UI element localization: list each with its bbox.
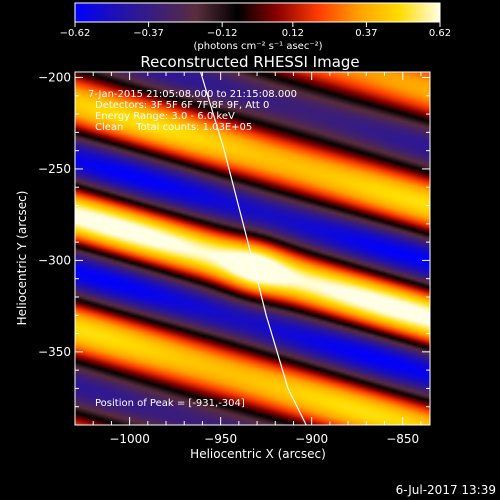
colorbar-tick-label: 0.62 — [429, 28, 451, 39]
annotation-clean-counts: Clean Total counts: 1.03E+05 — [95, 122, 252, 133]
x-tick-label: −1000 — [109, 432, 150, 446]
colorbar-tick-label: 0.12 — [282, 28, 304, 39]
colorbar-tick-label: 0.37 — [355, 28, 377, 39]
heatmap-image — [75, 72, 430, 425]
x-tick-label: −950 — [204, 432, 237, 446]
y-tick-label: −350 — [38, 345, 71, 359]
y-axis-ticks: −200 −250 −300 −350 — [38, 70, 430, 426]
chart-title: Reconstructed RHESSI Image — [140, 53, 359, 71]
annotation-block: 7-Jan-2015 21:05:08.000 to 21:15:08.000 … — [88, 89, 297, 133]
x-axis-ticks: −1000 −950 −900 −850 — [74, 72, 422, 446]
plot-timestamp: 6-Jul-2017 13:39 — [396, 483, 496, 497]
x-axis-label: Heliocentric X (arcsec) — [190, 447, 326, 461]
plot-frame — [74, 71, 431, 426]
annotation-time-range: 7-Jan-2015 21:05:08.000 to 21:15:08.000 — [88, 89, 297, 100]
colorbar-ticks: −0.62 −0.37 −0.12 0.12 0.37 0.62 — [60, 22, 451, 39]
colorbar-tick-label: −0.12 — [207, 28, 238, 39]
annotation-detectors: Detectors: 3F 5F 6F 7F 8F 9F, Att 0 — [95, 100, 269, 111]
plot-area: −1000 −950 −900 −850 −200 −250 −300 −350 7-Jan… — [38, 70, 431, 446]
y-axis-label: Heliocentric Y (arcsec) — [15, 191, 29, 326]
x-tick-label: −900 — [295, 432, 328, 446]
colorbar-tick-label: −0.62 — [60, 28, 91, 39]
y-tick-label: −300 — [38, 253, 71, 267]
colorbar-tick-label: −0.37 — [133, 28, 164, 39]
colorbar: −0.62 −0.37 −0.12 0.12 0.37 0.62 (photons cm⁻… — [60, 2, 451, 52]
peak-position-label: Position of Peak = [-931,-304] — [95, 398, 245, 409]
annotation-energy-range: Energy Range: 3.0 - 6.0 keV — [95, 111, 235, 122]
x-tick-label: −850 — [386, 432, 419, 446]
limb-curve — [200, 71, 307, 426]
colorbar-unit-label: (photons cm⁻² s⁻¹ asec⁻²) — [193, 41, 322, 52]
colorbar-gradient — [74, 2, 441, 23]
y-tick-label: −250 — [38, 162, 71, 176]
y-tick-label: −200 — [38, 70, 71, 84]
